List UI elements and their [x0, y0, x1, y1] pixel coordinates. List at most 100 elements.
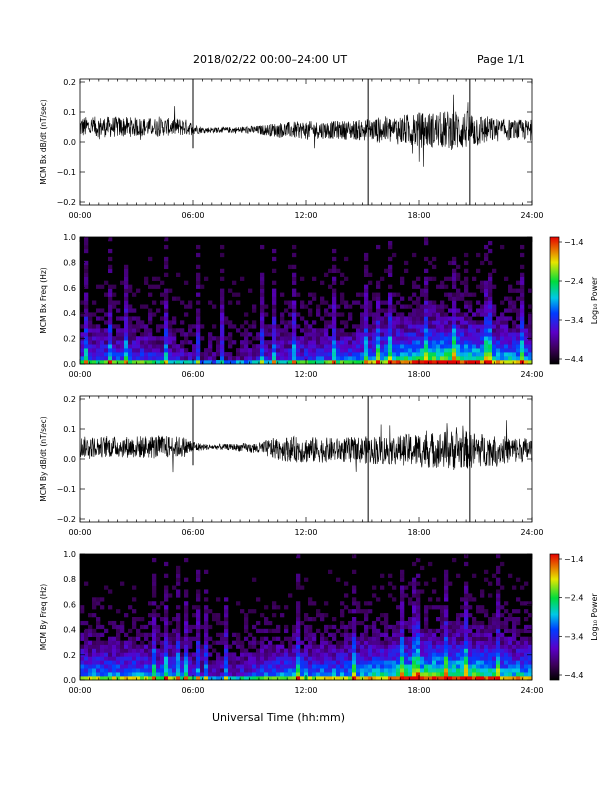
- heatmap-cell: [204, 589, 209, 594]
- heatmap-cell: [368, 324, 373, 329]
- heatmap-cell: [320, 660, 325, 665]
- heatmap-cell: [180, 332, 185, 337]
- heatmap-cell: [456, 640, 461, 645]
- heatmap-cell: [348, 668, 353, 673]
- heatmap-cell: [264, 332, 269, 337]
- heatmap-cell: [420, 312, 425, 317]
- heatmap-cell: [176, 640, 181, 645]
- heatmap-cell: [440, 360, 445, 365]
- heatmap-cell: [164, 636, 169, 641]
- heatmap-cell: [288, 636, 293, 641]
- heatmap-cell: [412, 609, 417, 614]
- heatmap-cell: [428, 312, 433, 317]
- heatmap-cell: [404, 664, 409, 669]
- heatmap-cell: [468, 605, 473, 610]
- heatmap-cell: [516, 648, 521, 653]
- heatmap-cell: [348, 676, 353, 681]
- heatmap-cell: [520, 324, 525, 329]
- heatmap-cell: [424, 312, 429, 317]
- heatmap-cell: [400, 660, 405, 665]
- heatmap-cell: [168, 352, 173, 357]
- heatmap-cell: [252, 660, 257, 665]
- heatmap-cell: [196, 593, 201, 598]
- heatmap-cell: [524, 676, 529, 681]
- heatmap-cell: [488, 280, 493, 285]
- heatmap-cell: [144, 648, 149, 653]
- heatmap-cell: [252, 668, 257, 673]
- heatmap-cell: [156, 308, 161, 313]
- heatmap-cell: [376, 664, 381, 669]
- heatmap-cell: [412, 593, 417, 598]
- heatmap-cell: [192, 356, 197, 361]
- heatmap-cell: [316, 664, 321, 669]
- heatmap-cell: [272, 605, 277, 610]
- heatmap-cell: [116, 672, 121, 677]
- heatmap-cell: [248, 652, 253, 657]
- heatmap-cell: [116, 656, 121, 661]
- heatmap-cell: [424, 288, 429, 293]
- heatmap-cell: [528, 304, 533, 309]
- heatmap-cell: [448, 581, 453, 586]
- heatmap-cell: [244, 344, 249, 349]
- heatmap-cell: [336, 676, 341, 681]
- heatmap-cell: [212, 617, 217, 622]
- heatmap-cell: [436, 336, 441, 341]
- heatmap-cell: [208, 352, 213, 357]
- heatmap-cell: [152, 340, 157, 345]
- heatmap-cell: [108, 320, 113, 325]
- heatmap-cell: [212, 672, 217, 677]
- heatmap-cell: [104, 352, 109, 357]
- heatmap-cell: [372, 644, 377, 649]
- heatmap-cell: [388, 348, 393, 353]
- heatmap-cell: [336, 577, 341, 582]
- heatmap-cell: [84, 676, 89, 681]
- heatmap-cell: [92, 597, 97, 602]
- heatmap-cell: [500, 613, 505, 618]
- heatmap-cell: [84, 620, 89, 626]
- heatmap-cell: [228, 360, 233, 365]
- heatmap-cell: [260, 668, 265, 673]
- heatmap-cell: [292, 252, 297, 258]
- heatmap-cell: [308, 292, 313, 297]
- heatmap-cell: [332, 268, 337, 274]
- heatmap-cell: [312, 348, 317, 353]
- heatmap-cell: [448, 628, 453, 634]
- heatmap-cell: [364, 316, 369, 321]
- heatmap-cell: [196, 280, 201, 285]
- heatmap-cell: [480, 636, 485, 641]
- heatmap-cell: [372, 328, 377, 333]
- heatmap-cell: [308, 601, 313, 606]
- heatmap-cell: [480, 304, 485, 309]
- heatmap-cell: [380, 340, 385, 345]
- heatmap-cell: [348, 352, 353, 357]
- heatmap-cell: [488, 248, 493, 254]
- heatmap-cell: [444, 624, 449, 630]
- heatmap-cell: [332, 304, 337, 309]
- heatmap-cell: [80, 340, 85, 345]
- heatmap-cell: [504, 676, 509, 681]
- heatmap-cell: [476, 356, 481, 361]
- heatmap-cell: [124, 360, 129, 365]
- heatmap-cell: [520, 288, 525, 293]
- heatmap-cell: [180, 352, 185, 357]
- heatmap-cell: [412, 312, 417, 317]
- heatmap-cell: [144, 636, 149, 641]
- heatmap-cell: [124, 664, 129, 669]
- heatmap-cell: [144, 352, 149, 357]
- heatmap-cell: [348, 632, 353, 637]
- heatmap-cell: [440, 328, 445, 333]
- y-tick-label: 0.6: [63, 284, 76, 293]
- heatmap-cell: [516, 336, 521, 341]
- heatmap-cell: [188, 628, 193, 634]
- heatmap-cell: [256, 628, 261, 634]
- heatmap-cell: [100, 652, 105, 657]
- heatmap-cell: [452, 664, 457, 669]
- heatmap-cell: [428, 632, 433, 637]
- heatmap-cell: [140, 324, 145, 329]
- heatmap-cell: [520, 640, 525, 645]
- heatmap-cell: [456, 628, 461, 634]
- heatmap-cell: [464, 284, 469, 289]
- heatmap-cell: [428, 308, 433, 313]
- heatmap-cell: [304, 628, 309, 634]
- heatmap-cell: [104, 280, 109, 285]
